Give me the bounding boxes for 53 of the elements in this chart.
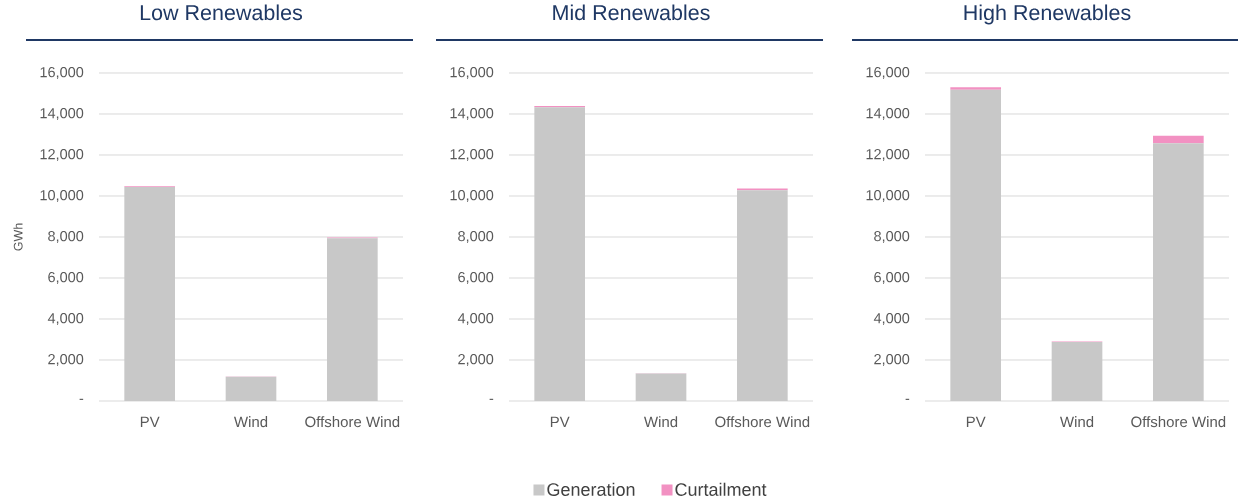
bar (1051, 341, 1103, 401)
y-tick-label: 2,000 (874, 354, 910, 366)
y-tick-label: 10,000 (866, 190, 910, 202)
chart-title: Low Renewables (140, 4, 303, 21)
y-tick-label: 4,000 (47, 313, 84, 325)
y-tick-label: 6,000 (458, 272, 494, 284)
x-tick-label: PV (550, 416, 570, 427)
legend-label: Generation (547, 482, 635, 496)
y-axis-title: GWh (13, 223, 23, 251)
bar (950, 89, 1002, 401)
x-tick-label: PV (140, 416, 160, 427)
x-tick-label: Offshore Wind (1131, 416, 1226, 428)
y-tick-label: 2,000 (458, 354, 494, 366)
y-tick-label: 14,000 (450, 108, 494, 120)
y-tick-label: 16,000 (866, 67, 910, 79)
y-tick-label: - (489, 398, 494, 400)
y-tick-label: 2,000 (48, 354, 84, 366)
bar (635, 373, 687, 401)
y-tick-label: 4,000 (457, 313, 494, 325)
y-tick-label: - (79, 398, 84, 400)
bar (225, 376, 277, 401)
y-tick-label: 4,000 (873, 313, 910, 325)
y-tick-label: 10,000 (40, 190, 84, 202)
chart-title: High Renewables (964, 4, 1131, 25)
y-tick-label: 14,000 (866, 108, 910, 120)
bar (1153, 143, 1204, 401)
y-tick-label: 8,000 (874, 231, 910, 243)
y-tick-label: 6,000 (874, 272, 910, 284)
x-tick-label: Wind (233, 416, 268, 428)
x-tick-label: PV (966, 416, 986, 427)
legend-label: Curtailment (675, 482, 767, 496)
chart-title: Mid Renewables (553, 4, 710, 21)
y-tick-label: - (905, 398, 910, 400)
y-tick-label: 12,000 (866, 149, 910, 161)
y-tick-label: 8,000 (458, 231, 494, 243)
y-tick-label: 8,000 (48, 231, 84, 243)
bar (950, 87, 1002, 90)
bar (534, 107, 586, 401)
x-tick-label: Wind (1059, 416, 1094, 428)
y-tick-label: 14,000 (40, 108, 84, 120)
y-tick-label: 16,000 (40, 67, 84, 79)
bar (737, 190, 788, 401)
bar (327, 238, 378, 401)
y-tick-label: 10,000 (450, 190, 494, 202)
bar (124, 186, 175, 401)
y-tick-label: 12,000 (450, 149, 494, 161)
y-tick-label: 12,000 (40, 149, 84, 161)
x-tick-label: Offshore Wind (305, 416, 400, 428)
y-tick-label: 16,000 (450, 67, 494, 79)
y-tick-label: 6,000 (48, 272, 84, 284)
x-tick-label: Offshore Wind (715, 416, 810, 428)
bar (1153, 135, 1204, 144)
x-tick-label: Wind (643, 416, 678, 428)
